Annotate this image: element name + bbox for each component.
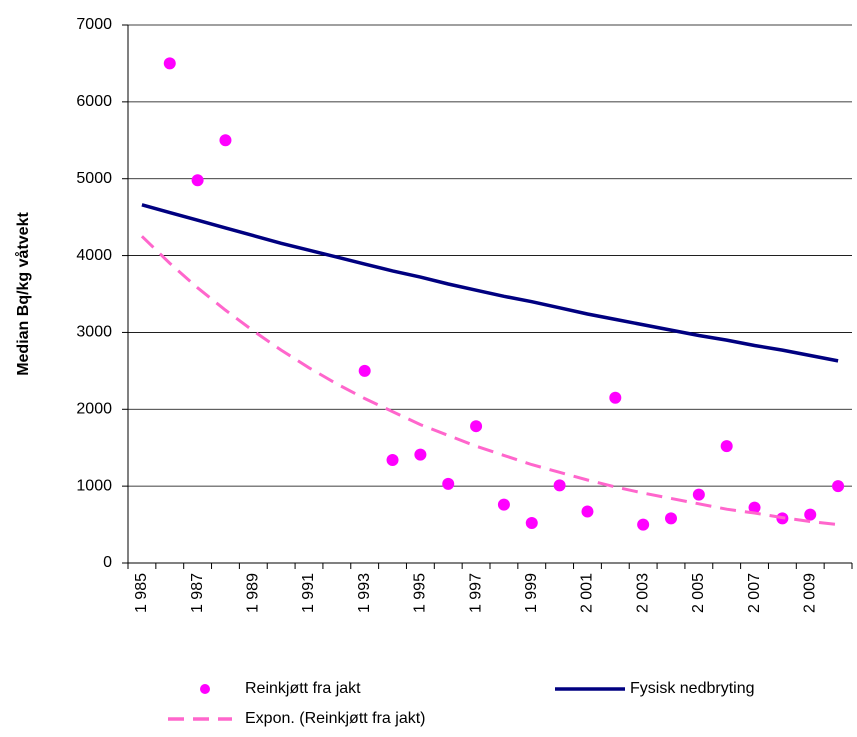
x-tick-label: 1 987 [189, 573, 206, 613]
x-tick-label: 1 991 [300, 573, 317, 613]
y-tick-label: 0 [103, 554, 112, 571]
x-tick-label: 2 009 [801, 573, 818, 613]
data-point [720, 440, 733, 453]
x-tick-label: 1 999 [523, 573, 540, 613]
data-point [386, 454, 399, 467]
data-point [470, 420, 483, 433]
data-point [804, 508, 817, 521]
x-tick-label: 2 001 [579, 573, 596, 613]
data-point [692, 488, 705, 501]
x-tick-label: 2 005 [690, 573, 707, 613]
line-series [141, 203, 839, 363]
data-point [748, 501, 761, 514]
x-tick-label: 1 993 [356, 573, 373, 613]
x-tick-label: 2 007 [746, 573, 763, 613]
data-point [832, 480, 845, 493]
data-point [414, 448, 427, 461]
x-tick-label: 1 985 [133, 573, 150, 613]
y-tick-label: 6000 [76, 93, 112, 110]
legend-label: Expon. (Reinkjøtt fra jakt) [245, 710, 426, 727]
y-tick-label: 1000 [76, 477, 112, 494]
data-point [637, 518, 650, 531]
y-axis-label: Median Bq/kg våtvekt [14, 212, 32, 376]
line-series [140, 235, 839, 527]
y-tick-label: 3000 [76, 324, 112, 341]
data-point [525, 517, 538, 530]
x-tick-label: 2 003 [634, 573, 651, 613]
data-point [163, 57, 176, 70]
data-point [553, 479, 566, 492]
data-point [581, 505, 594, 518]
data-point [497, 498, 510, 511]
data-point [358, 364, 371, 377]
data-point [442, 477, 455, 490]
x-tick-label: 1 997 [467, 573, 484, 613]
data-point [191, 174, 204, 187]
y-tick-label: 2000 [76, 401, 112, 418]
legend-label: Reinkjøtt fra jakt [245, 680, 361, 697]
data-point [665, 512, 677, 525]
legend-marker [200, 684, 210, 694]
y-tick-label: 5000 [76, 170, 112, 187]
x-tick-label: 1 995 [412, 573, 429, 613]
data-point [609, 391, 622, 404]
y-tick-label: 4000 [76, 247, 112, 264]
data-point [219, 134, 232, 147]
legend-label: Fysisk nedbryting [630, 680, 755, 697]
y-tick-label: 7000 [76, 16, 112, 33]
x-tick-label: 1 989 [245, 573, 262, 613]
